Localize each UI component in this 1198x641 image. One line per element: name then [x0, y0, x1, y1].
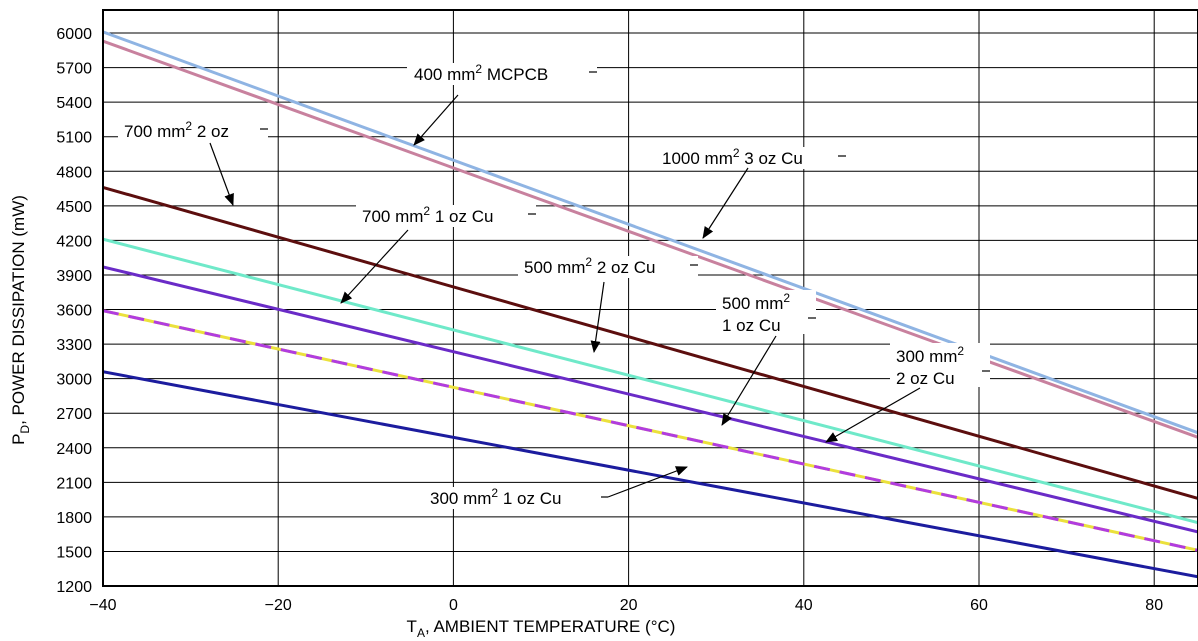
annotation-a_300_1: 300 mm2 1 oz Cu — [424, 466, 688, 509]
annotation-arrow — [825, 387, 921, 443]
y-tick-label: 1500 — [56, 544, 92, 561]
annotation-bg — [518, 256, 698, 278]
x-tick-label: 0 — [449, 597, 458, 614]
y-tick-label: 2100 — [56, 475, 92, 492]
annotation-arrow — [702, 167, 749, 239]
annotation-text: 1000 mm2 3 oz Cu — [662, 146, 803, 168]
annotation-text: 700 mm2 2 oz — [124, 119, 229, 141]
x-tick-label: 40 — [795, 597, 813, 614]
x-axis-label-sub: A — [417, 626, 425, 640]
annotation-a_500_2: 500 mm2 2 oz Cu — [518, 255, 698, 353]
annotation-text: 300 mm2 1 oz Cu — [430, 486, 561, 508]
x-tick-label: 80 — [1145, 597, 1163, 614]
annotation-bg — [424, 487, 609, 509]
annotation-a_700_2: 700 mm2 2 oz — [118, 119, 268, 206]
x-tick-label: −40 — [89, 597, 116, 614]
y-axis-ticks: 1200 1500 1800 2100 2400 2700 3000 3300 3600 3900… — [56, 26, 92, 596]
y-tick-label: 2400 — [56, 441, 92, 458]
annotation-bg — [890, 343, 990, 387]
annotation-bg — [407, 63, 597, 85]
y-tick-label: 5400 — [56, 95, 92, 112]
y-tick-label: 1800 — [56, 510, 92, 527]
series-line-cu700_2oz — [103, 185, 1198, 500]
y-axis-label-rest: , POWER DISSIPATION (mW) — [9, 195, 28, 425]
y-tick-label: 3000 — [56, 372, 92, 389]
series-lines — [103, 30, 1198, 579]
y-axis-label: PD, POWER DISSIPATION (mW) — [9, 195, 32, 445]
annotation-arrow — [413, 94, 459, 146]
annotation-bg — [118, 120, 268, 142]
annotation-arrow — [340, 229, 409, 304]
series-line-mcpcb400 — [103, 30, 1198, 435]
y-tick-label: 6000 — [56, 26, 92, 43]
annotation-text: 400 mm2 MCPCB — [414, 62, 548, 84]
series-line-cu300_2oz — [103, 309, 1198, 552]
series-line-cu1000_3oz — [103, 39, 1198, 439]
x-axis-ticks: −40 −20 0 20 40 60 80 — [89, 597, 1163, 614]
y-tick-label: 4200 — [56, 233, 92, 250]
annotation-bg — [356, 205, 536, 227]
annotation-arrow — [721, 335, 777, 426]
annotation-text: 700 mm2 1 oz Cu — [362, 204, 493, 226]
x-tick-label: −20 — [265, 597, 292, 614]
x-axis-label: TA, AMBIENT TEMPERATURE (°C) — [407, 617, 676, 640]
annotation-a_300_2: 300 mm2 2 oz Cu — [825, 343, 990, 443]
y-tick-label: 4500 — [56, 199, 92, 216]
annotation-text: 300 mm2 — [896, 344, 964, 366]
annotation-bg — [716, 290, 816, 334]
annotation-a_700_1: 700 mm2 1 oz Cu — [340, 204, 536, 304]
y-tick-label: 3600 — [56, 303, 92, 320]
x-axis-label-rest: , AMBIENT TEMPERATURE (°C) — [425, 617, 676, 636]
y-tick-label: 5100 — [56, 130, 92, 147]
x-axis-label-main: T — [407, 617, 417, 636]
y-tick-label: 3300 — [56, 337, 92, 354]
y-tick-label: 4800 — [56, 164, 92, 181]
plot-frame — [102, 9, 1198, 587]
annotation-arrow — [607, 466, 688, 498]
annotation-arrow — [209, 142, 234, 206]
annotation-text: 1 oz Cu — [722, 316, 781, 335]
y-tick-label: 1200 — [56, 579, 92, 596]
annotations: 400 mm2 MCPCB 1000 mm2 3 oz Cu 700 mm2 2 o… — [118, 62, 990, 509]
grid — [102, 10, 1198, 587]
annotation-a_mcpcb: 400 mm2 MCPCB — [407, 62, 597, 146]
annotation-a_1000: 1000 mm2 3 oz Cu — [656, 146, 846, 239]
y-tick-label: 2700 — [56, 406, 92, 423]
annotation-text: 500 mm2 2 oz Cu — [524, 255, 655, 277]
series-line-cu300_1oz — [103, 370, 1198, 579]
annotation-text: 500 mm2 — [722, 291, 790, 313]
annotation-arrow — [590, 281, 605, 353]
y-tick-label: 5700 — [56, 61, 92, 78]
x-tick-label: 60 — [970, 597, 988, 614]
y-tick-label: 3900 — [56, 268, 92, 285]
series-layer — [103, 30, 1198, 579]
x-tick-label: 20 — [620, 597, 638, 614]
annotation-a_500_1: 500 mm2 1 oz Cu — [716, 290, 816, 426]
series-line-cu500_2oz — [103, 265, 1198, 534]
annotation-bg — [656, 147, 846, 169]
annotation-text: 2 oz Cu — [896, 369, 955, 388]
series-line-cu700_1oz — [103, 237, 1198, 525]
y-axis-label-main: P — [9, 434, 28, 445]
y-axis-label-sub: D — [18, 425, 32, 434]
